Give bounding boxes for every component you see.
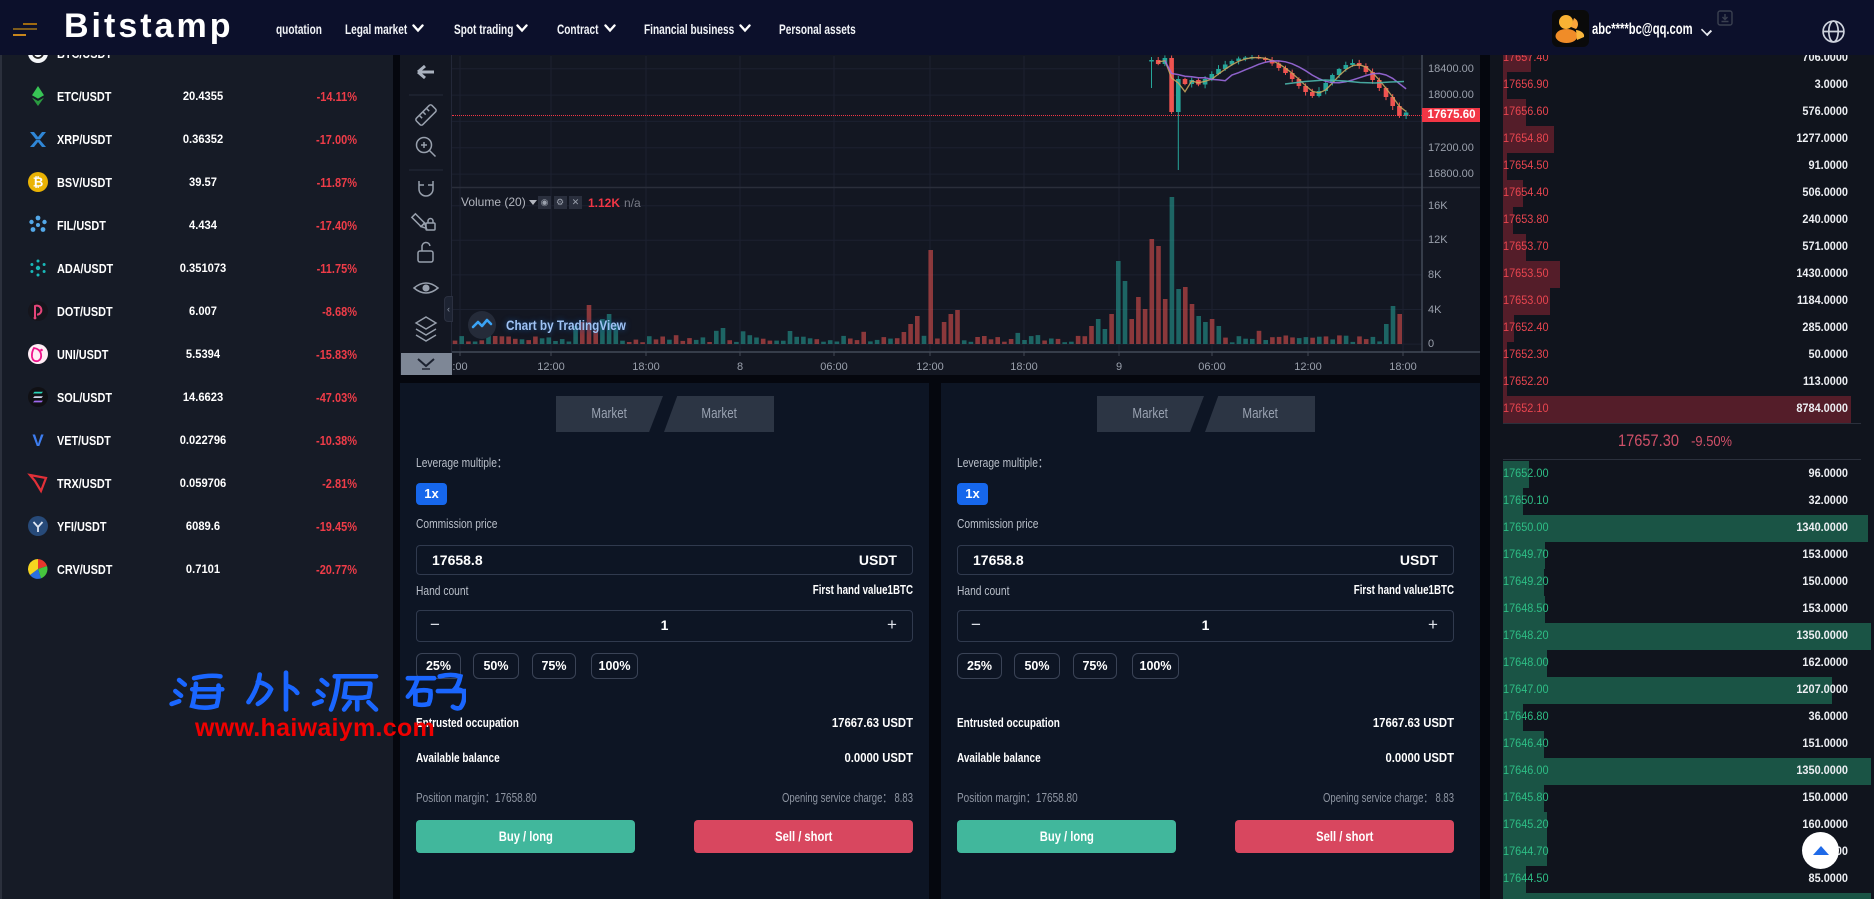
- svg-text:₿: ₿: [33, 175, 44, 190]
- svg-text:V: V: [32, 431, 44, 450]
